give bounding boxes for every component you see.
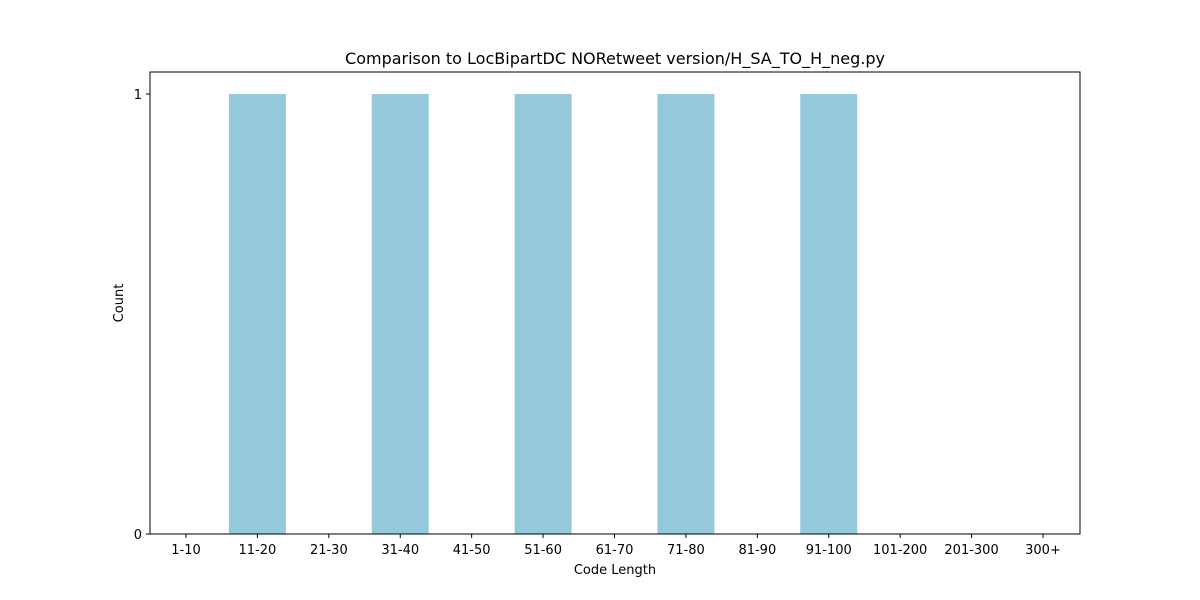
x-tick-label: 11-20	[239, 543, 277, 558]
chart-title: Comparison to LocBipartDC NORetweet vers…	[345, 49, 885, 69]
x-tick-label: 300+	[1025, 543, 1061, 558]
x-tick-label: 81-90	[738, 543, 776, 558]
bar-71-80	[657, 94, 715, 534]
x-tick-label: 21-30	[310, 543, 348, 558]
x-tick-label: 101-200	[873, 543, 927, 558]
y-axis-label: Count	[112, 284, 127, 323]
bar-11-20	[228, 94, 286, 534]
x-tick-label: 51-60	[524, 543, 562, 558]
x-tick-label: 31-40	[381, 543, 419, 558]
y-tick-label: 1	[134, 88, 142, 103]
bar-51-60	[514, 94, 572, 534]
y-tick-label: 0	[134, 528, 142, 543]
bar-31-40	[371, 94, 429, 534]
x-axis-label: Code Length	[574, 563, 656, 578]
x-tick-label: 1-10	[171, 543, 201, 558]
bar-91-100	[800, 94, 858, 534]
x-tick-label: 61-70	[596, 543, 634, 558]
x-tick-label: 71-80	[667, 543, 705, 558]
plot-frame	[149, 71, 1081, 535]
x-tick-label: 91-100	[806, 543, 852, 558]
x-tick-label: 41-50	[453, 543, 491, 558]
x-tick-label: 201-300	[944, 543, 998, 558]
